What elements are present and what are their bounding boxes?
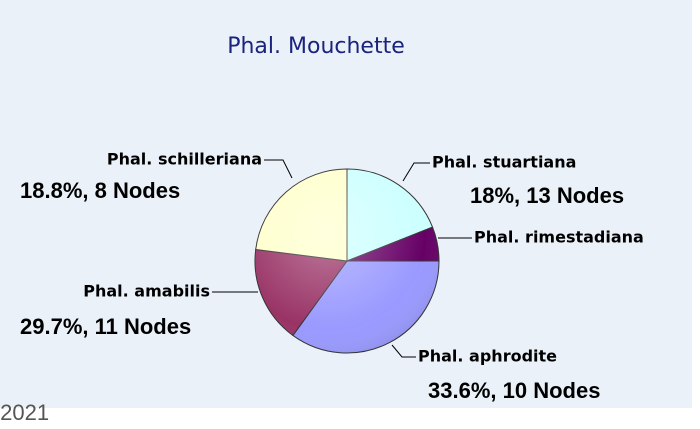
leader-line	[391, 344, 416, 358]
slice-label: Phal. stuartiana	[432, 153, 576, 172]
slice-label: Phal. rimestadiana	[474, 228, 644, 247]
slice-label: Phal. amabilis	[83, 282, 210, 301]
slice-annotation: 29.7%, 11 Nodes	[20, 314, 191, 339]
leader-line	[264, 159, 293, 179]
slice-annotation: 33.6%, 10 Nodes	[428, 378, 600, 403]
slice-annotation: 18%, 13 Nodes	[470, 183, 624, 208]
footer-text: /2021	[0, 400, 49, 425]
slice-annotation: 18.8%, 8 Nodes	[20, 178, 180, 203]
chart-title: Phal. Mouchette	[227, 34, 405, 59]
slice-label: Phal. schilleriana	[107, 150, 262, 169]
leader-line	[402, 162, 430, 182]
slice-label: Phal. aphrodite	[418, 347, 557, 366]
